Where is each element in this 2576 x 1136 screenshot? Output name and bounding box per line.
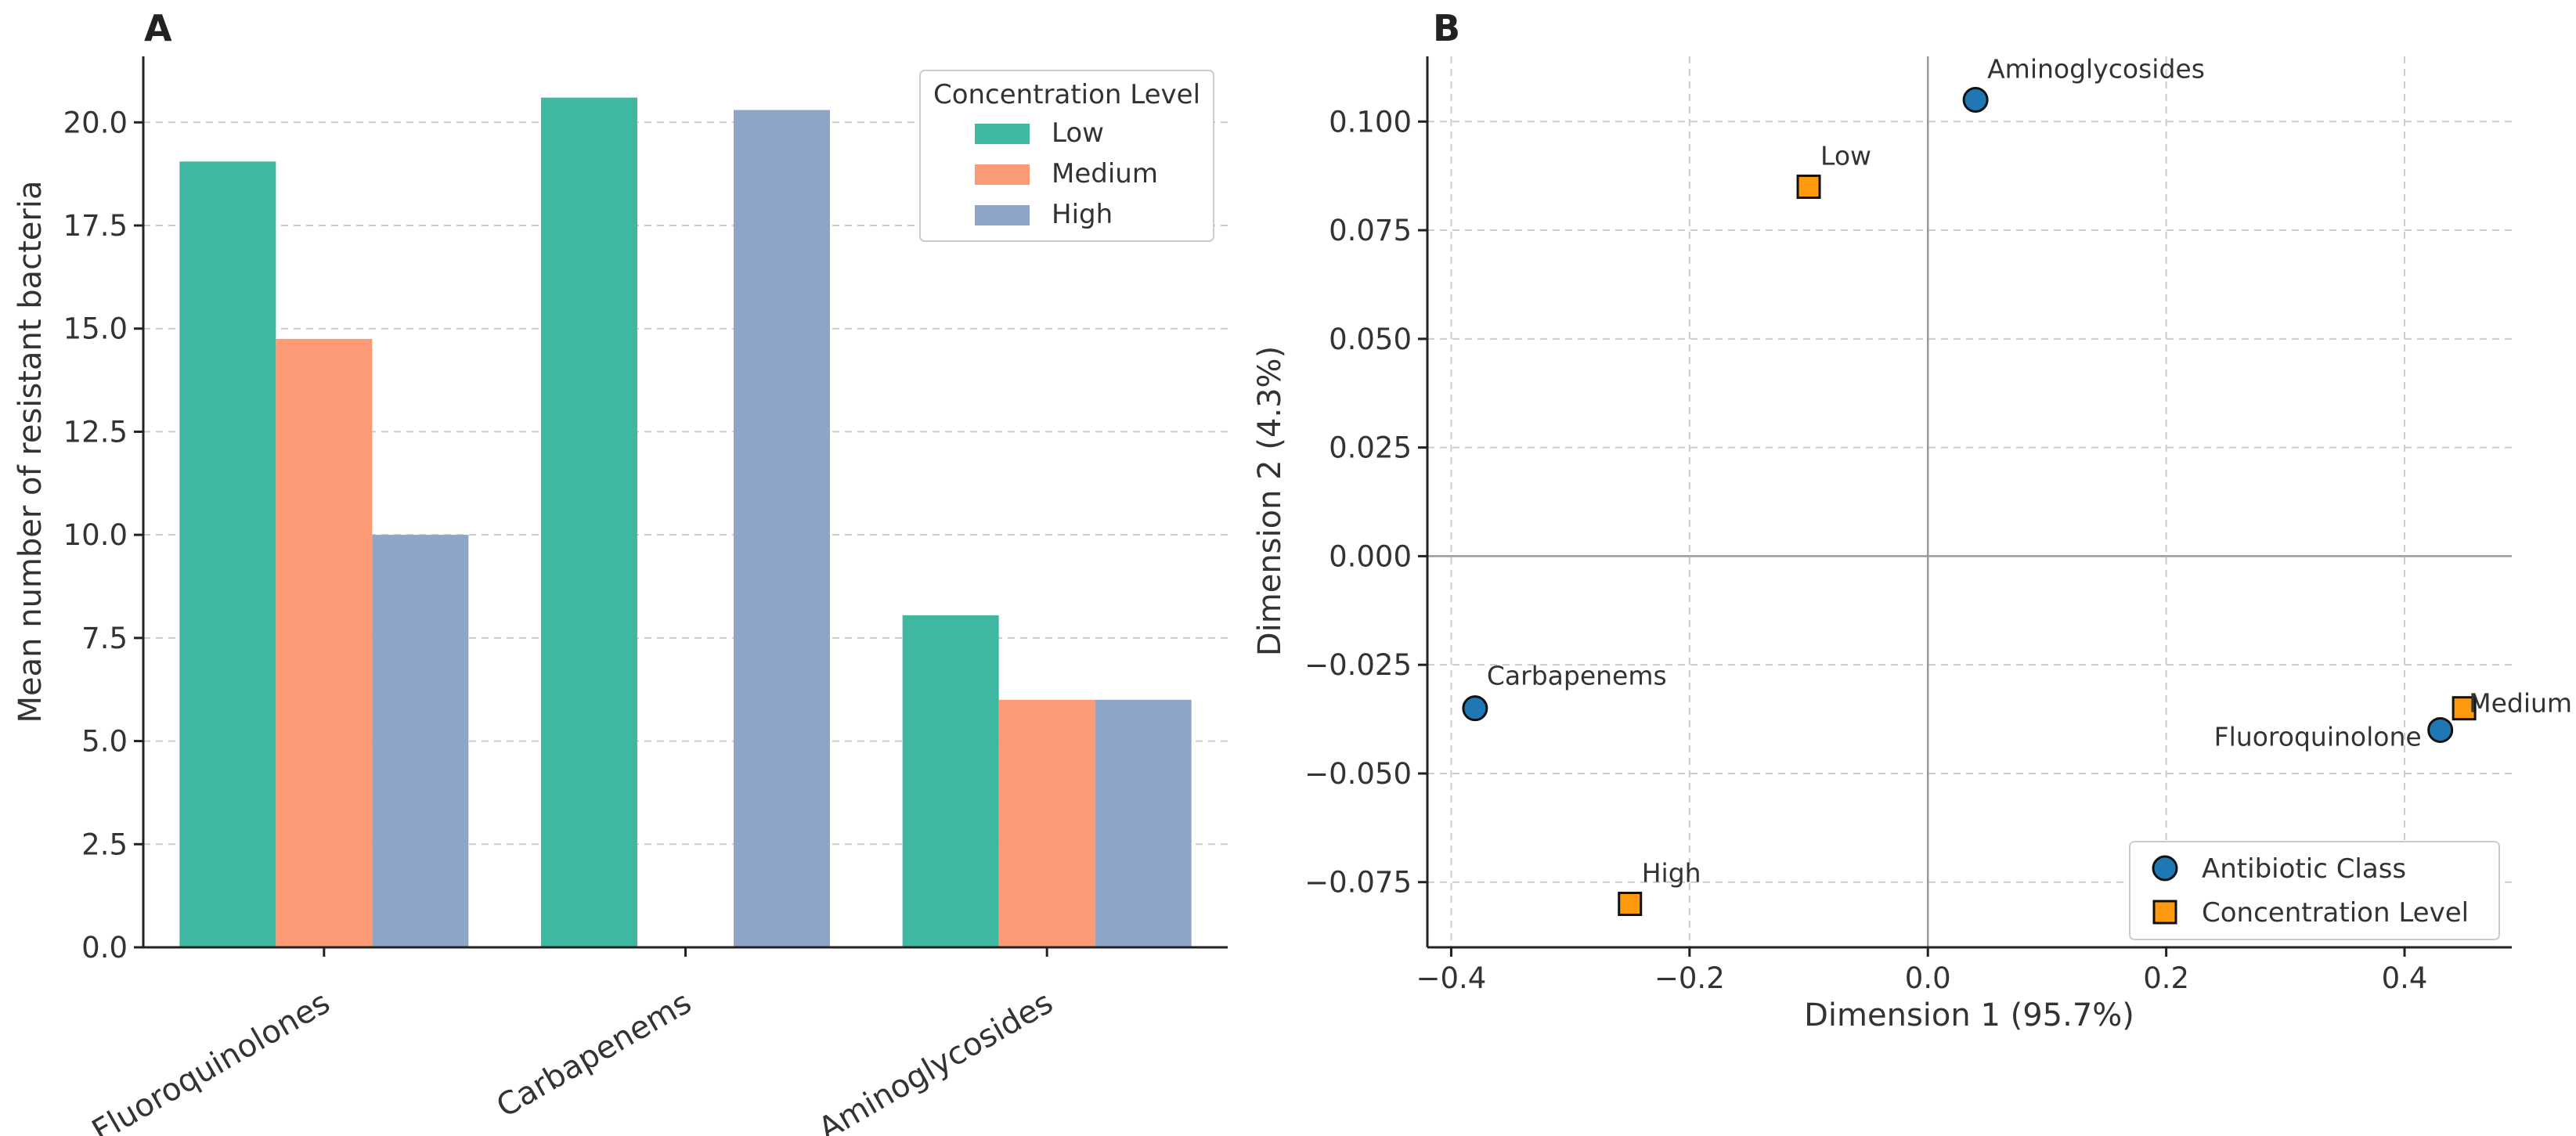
panel-b-y-tick-label: 0.025: [1329, 431, 1412, 465]
point-label-carbapenems: Carbapenems: [1487, 661, 1667, 691]
panel-b-x-axis-label: Dimension 1 (95.7%): [1804, 997, 2134, 1033]
panel-a-x-ticks: Fluoroquinolones Carbapenems Aminoglycosid…: [86, 947, 1059, 1136]
panel-a-x-tick-label-carbapenems: Carbapenems: [491, 984, 698, 1124]
panel-a-bar-chart: A 0.0 2.5 5.0 7.5 10.0 12.5 15.0 17.5 20.0 Fluor…: [13, 7, 1228, 1136]
bar-fluoroquinolones-medium: [276, 338, 373, 947]
panel-a-y-tick-label: 17.5: [63, 209, 128, 243]
bar-aminoglycosides-medium: [998, 699, 1095, 947]
panel-b-zero-lines: [1427, 56, 2512, 947]
point-low: [1796, 175, 1821, 200]
point-label-medium: Medium: [2469, 688, 2572, 719]
point-fluoroquinolone: [2427, 716, 2454, 743]
panel-a-y-tick-label: 5.0: [81, 725, 128, 759]
panel-b-points: Aminoglycosides Carbapenems Fluoroquinolon…: [1462, 54, 2572, 916]
point-label-aminoglycosides: Aminoglycosides: [1987, 54, 2205, 85]
panel-a-y-tick-label: 7.5: [81, 622, 128, 655]
point-medium: [2452, 696, 2477, 721]
panel-a-legend-label-high: High: [1052, 199, 1113, 230]
panel-a-letter: A: [144, 7, 172, 49]
panel-a-y-tick-label: 12.5: [63, 415, 128, 449]
panel-a-y-tick-label: 10.0: [63, 518, 128, 552]
panel-b-scatter-chart: B −0.075 −0.050 −0.025 0.000 0.025 0.050 0.075…: [1252, 7, 2572, 1033]
panel-b-y-tick-label: −0.050: [1304, 757, 1412, 791]
panel-a-legend-swatch-medium: [975, 164, 1030, 185]
panel-b-y-tick-label: 0.050: [1329, 323, 1412, 356]
panel-b-legend-box: [2129, 841, 2500, 940]
bar-carbapenems-low: [541, 97, 637, 948]
panel-a-legend-box: [919, 70, 1214, 242]
panel-a-y-tick-label: 15.0: [63, 312, 128, 346]
point-label-high: High: [1642, 857, 1701, 888]
panel-a-legend-label-low: Low: [1052, 117, 1104, 149]
panel-b-letter: B: [1433, 7, 1460, 49]
panel-b-x-ticks: −0.4 −0.2 0.0 0.2 0.4: [1416, 947, 2428, 995]
panel-a-y-tick-label: 20.0: [63, 106, 128, 139]
panel-b-legend-label-concentration-level: Concentration Level: [2202, 897, 2469, 929]
panel-b-x-tick-label: −0.2: [1654, 961, 1725, 995]
panel-a-legend-title: Concentration Level: [933, 79, 1200, 110]
bar-fluoroquinolones-high: [372, 535, 469, 947]
point-label-low: Low: [1820, 141, 1871, 171]
point-aminoglycosides: [1962, 87, 1989, 114]
panel-b-y-axis-label: Dimension 2 (4.3%): [1252, 346, 1288, 656]
panel-b-legend-marker-concentration-level: [2152, 900, 2177, 925]
panel-b-y-tick-label: 0.000: [1329, 539, 1412, 573]
panel-a-bars: [179, 97, 1192, 948]
bar-aminoglycosides-low: [902, 615, 999, 947]
panel-b-x-tick-label: −0.4: [1416, 961, 1487, 995]
panel-a-y-tick-label: 0.0: [81, 931, 128, 965]
panel-b-y-ticks: −0.075 −0.050 −0.025 0.000 0.025 0.050 0.075 0.…: [1304, 105, 1427, 900]
bar-aminoglycosides-high: [1095, 699, 1192, 947]
panel-a-x-tick-label-aminoglycosides: Aminoglycosides: [813, 984, 1059, 1136]
point-high: [1618, 891, 1643, 916]
panel-a-legend-swatch-low: [975, 124, 1030, 144]
point-label-fluoroquinolone: Fluoroquinolone: [2214, 721, 2422, 752]
panel-a-legend-label-medium: Medium: [1052, 158, 1158, 189]
panel-a-x-tick-label-fluoroquinolones: Fluoroquinolones: [86, 984, 336, 1136]
bar-fluoroquinolones-low: [179, 161, 276, 947]
panel-b-axes: [1426, 56, 2512, 949]
panel-b-y-tick-label: −0.075: [1304, 866, 1412, 900]
panel-a-legend-swatch-high: [975, 205, 1030, 225]
panel-a-y-tick-label: 2.5: [81, 828, 128, 861]
panel-a-y-ticks: 0.0 2.5 5.0 7.5 10.0 12.5 15.0 17.5 20.0: [63, 106, 143, 965]
bar-carbapenems-high: [734, 110, 830, 948]
panel-b-y-tick-label: 0.100: [1329, 105, 1412, 139]
panel-b-legend-label-antibiotic-class: Antibiotic Class: [2202, 853, 2406, 885]
panel-b-x-tick-label: 0.0: [1905, 961, 1951, 995]
panel-b-x-tick-label: 0.4: [2382, 961, 2428, 995]
point-carbapenems: [1462, 695, 1488, 722]
panel-b-x-tick-label: 0.2: [2143, 961, 2189, 995]
panel-b-y-tick-label: −0.025: [1304, 648, 1412, 682]
panel-b-legend: Antibiotic Class Concentration Level: [2129, 841, 2500, 940]
panel-b-gridlines: [1427, 56, 2512, 947]
panel-b-legend-marker-antibiotic-class: [2152, 855, 2178, 882]
panel-a-y-axis-label: Mean number of resistant bacteria: [13, 181, 49, 723]
panel-a-legend: Concentration Level Low Medium High: [919, 70, 1214, 242]
panel-b-y-tick-label: 0.075: [1329, 214, 1412, 247]
